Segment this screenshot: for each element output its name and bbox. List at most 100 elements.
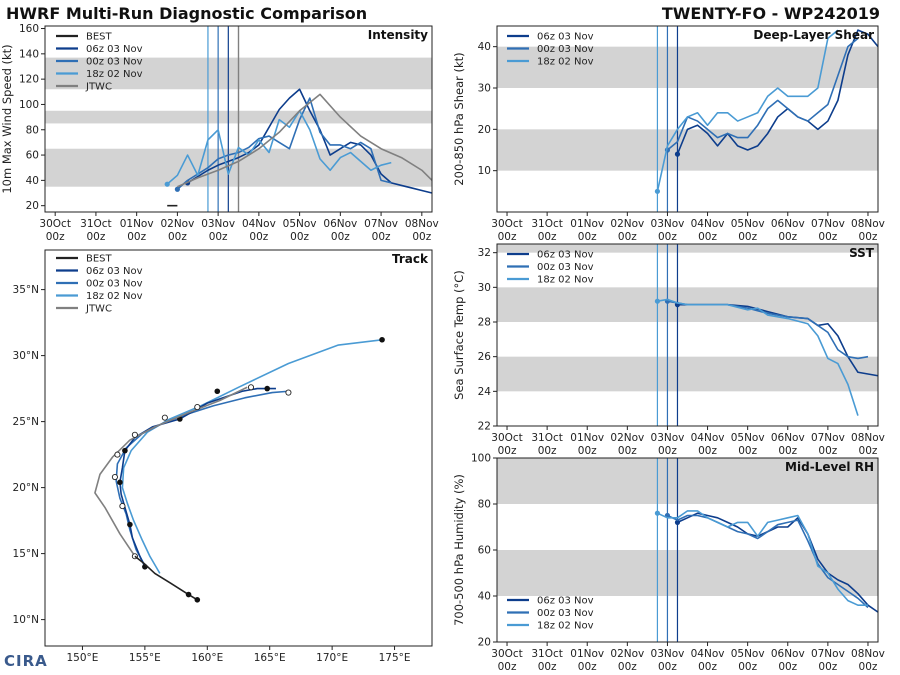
x-tick-hour: 00z (778, 445, 797, 457)
y-axis-label: 700-500 hPa Humidity (%) (452, 474, 466, 626)
legend-entry: BEST (86, 254, 113, 265)
x-tick-hour: 00z (578, 445, 597, 457)
x-tick-date: 31Oct (531, 648, 563, 660)
track-panel: 10°N 15°N 20°N 25°N 30°N 35°N 150°E 155°E 160°E 1… (13, 249, 433, 664)
x-tick-hour: 00z (738, 661, 757, 673)
left-title: HWRF Multi-Run Diagnostic Comparison (6, 4, 368, 23)
x-tick-date: 08Nov (851, 218, 885, 230)
x-tick-hour: 00z (412, 231, 431, 243)
panel-title: Deep-Layer Shear (753, 28, 874, 42)
x-tick-hour: 00z (578, 661, 597, 673)
jtwc-forecast-point (247, 384, 255, 391)
x-tick-hour: 00z (168, 231, 187, 243)
y-tick-label: 40 (26, 175, 39, 187)
lon-tick-label: 165°E (254, 652, 286, 664)
x-tick-date: 04Nov (242, 218, 276, 230)
x-tick-hour: 00z (618, 445, 637, 457)
x-tick-date: 07Nov (364, 218, 398, 230)
y-tick-label: 80 (478, 499, 491, 511)
series-start-dot (674, 151, 681, 157)
track-line-18z-02-nov (121, 338, 383, 574)
legend-entry: 06z 03 Nov (537, 596, 594, 607)
legend-entry: 18z 02 Nov (86, 69, 143, 80)
y-axis-label: 200-850 hPa Shear (kt) (452, 52, 466, 185)
x-tick-hour: 00z (698, 661, 717, 673)
intensity-panel: 2040608010012014016030Oct00z31Oct00z01No… (0, 23, 439, 243)
sst-panel: 22242628303230Oct00z31Oct00z01Nov00z02No… (452, 243, 885, 457)
series-line-00z-03-nov (667, 514, 869, 609)
gray-band (497, 356, 878, 392)
x-tick-date: 06Nov (771, 432, 805, 444)
x-tick-date: 05Nov (731, 218, 765, 230)
x-tick-date: 01Nov (120, 218, 154, 230)
x-tick-hour: 00z (331, 231, 350, 243)
x-tick-hour: 00z (86, 231, 105, 243)
x-tick-hour: 00z (209, 231, 228, 243)
legend-entry: 00z 03 Nov (86, 57, 143, 68)
x-tick-date: 01Nov (570, 218, 604, 230)
x-tick-date: 05Nov (731, 648, 765, 660)
jtwc-forecast-point (161, 414, 168, 421)
legend-entry: 06z 03 Nov (537, 32, 594, 43)
gray-band (497, 458, 878, 504)
legend-entry: 18z 02 Nov (537, 621, 594, 632)
x-tick-hour: 00z (538, 231, 557, 243)
lon-tick-label: 175°E (379, 652, 411, 664)
series-start-dot (674, 519, 681, 526)
series-start-dot (654, 510, 661, 516)
x-tick-date: 06Nov (771, 648, 805, 660)
y-tick-label: 100 (471, 453, 491, 465)
y-tick-label: 20 (26, 200, 39, 212)
y-tick-label: 60 (26, 150, 39, 162)
legend-entry: JTWC (85, 304, 112, 315)
x-tick-date: 30Oct (491, 432, 523, 444)
legend-entry: JTWC (85, 82, 112, 93)
series-line-00z-03-nov (666, 37, 859, 151)
y-tick-label: 60 (478, 545, 491, 557)
x-tick-hour: 00z (658, 661, 677, 673)
legend-entry: 06z 03 Nov (86, 266, 143, 277)
y-axis-label: 10m Max Wind Speed (kt) (0, 44, 14, 193)
x-tick-hour: 00z (818, 231, 837, 243)
panel-title: Mid-Level RH (785, 460, 874, 474)
legend-entry: 00z 03 Nov (537, 44, 594, 55)
x-tick-hour: 00z (698, 445, 717, 457)
series-start-dot (654, 188, 661, 194)
legend-entry: 00z 03 Nov (537, 608, 594, 619)
lat-tick-label: 25°N (13, 416, 39, 428)
y-tick-label: 80 (26, 124, 39, 136)
track-position-dot (122, 447, 128, 454)
series-start-dot (174, 186, 180, 192)
shear-panel: 1020304030Oct00z31Oct00z01Nov00z02Nov00z… (452, 25, 885, 243)
lon-tick-label: 155°E (129, 652, 161, 664)
x-tick-hour: 00z (538, 661, 557, 673)
x-tick-date: 07Nov (811, 432, 845, 444)
plot-frame (44, 249, 433, 647)
panel-title: Intensity (368, 28, 428, 42)
y-tick-label: 32 (478, 247, 491, 259)
x-tick-hour: 00z (578, 231, 597, 243)
cira-logo: CIRA (4, 652, 48, 670)
x-tick-hour: 00z (778, 231, 797, 243)
rh-panel: 2040608010030Oct00z31Oct00z01Nov00z02Nov… (452, 453, 885, 674)
x-tick-date: 05Nov (283, 218, 317, 230)
x-tick-hour: 00z (859, 661, 878, 673)
track-position-dot (214, 388, 221, 395)
series-start-dot (164, 181, 170, 187)
legend-entry: 18z 02 Nov (537, 57, 594, 68)
track-line-jtwc (94, 386, 248, 557)
x-tick-hour: 00z (778, 661, 797, 673)
y-tick-label: 20 (478, 124, 491, 136)
x-tick-date: 07Nov (811, 218, 845, 230)
x-tick-date: 30Oct (491, 218, 523, 230)
y-tick-label: 160 (19, 23, 39, 35)
y-tick-label: 30 (478, 83, 491, 95)
x-tick-hour: 00z (249, 231, 268, 243)
track-position-dot (117, 479, 123, 486)
x-tick-date: 08Nov (851, 648, 885, 660)
right-title: TWENTY-FO - WP242019 (661, 4, 880, 23)
x-tick-date: 04Nov (691, 218, 725, 230)
series-line-18z-02-nov (657, 298, 859, 416)
x-tick-date: 08Nov (851, 432, 885, 444)
